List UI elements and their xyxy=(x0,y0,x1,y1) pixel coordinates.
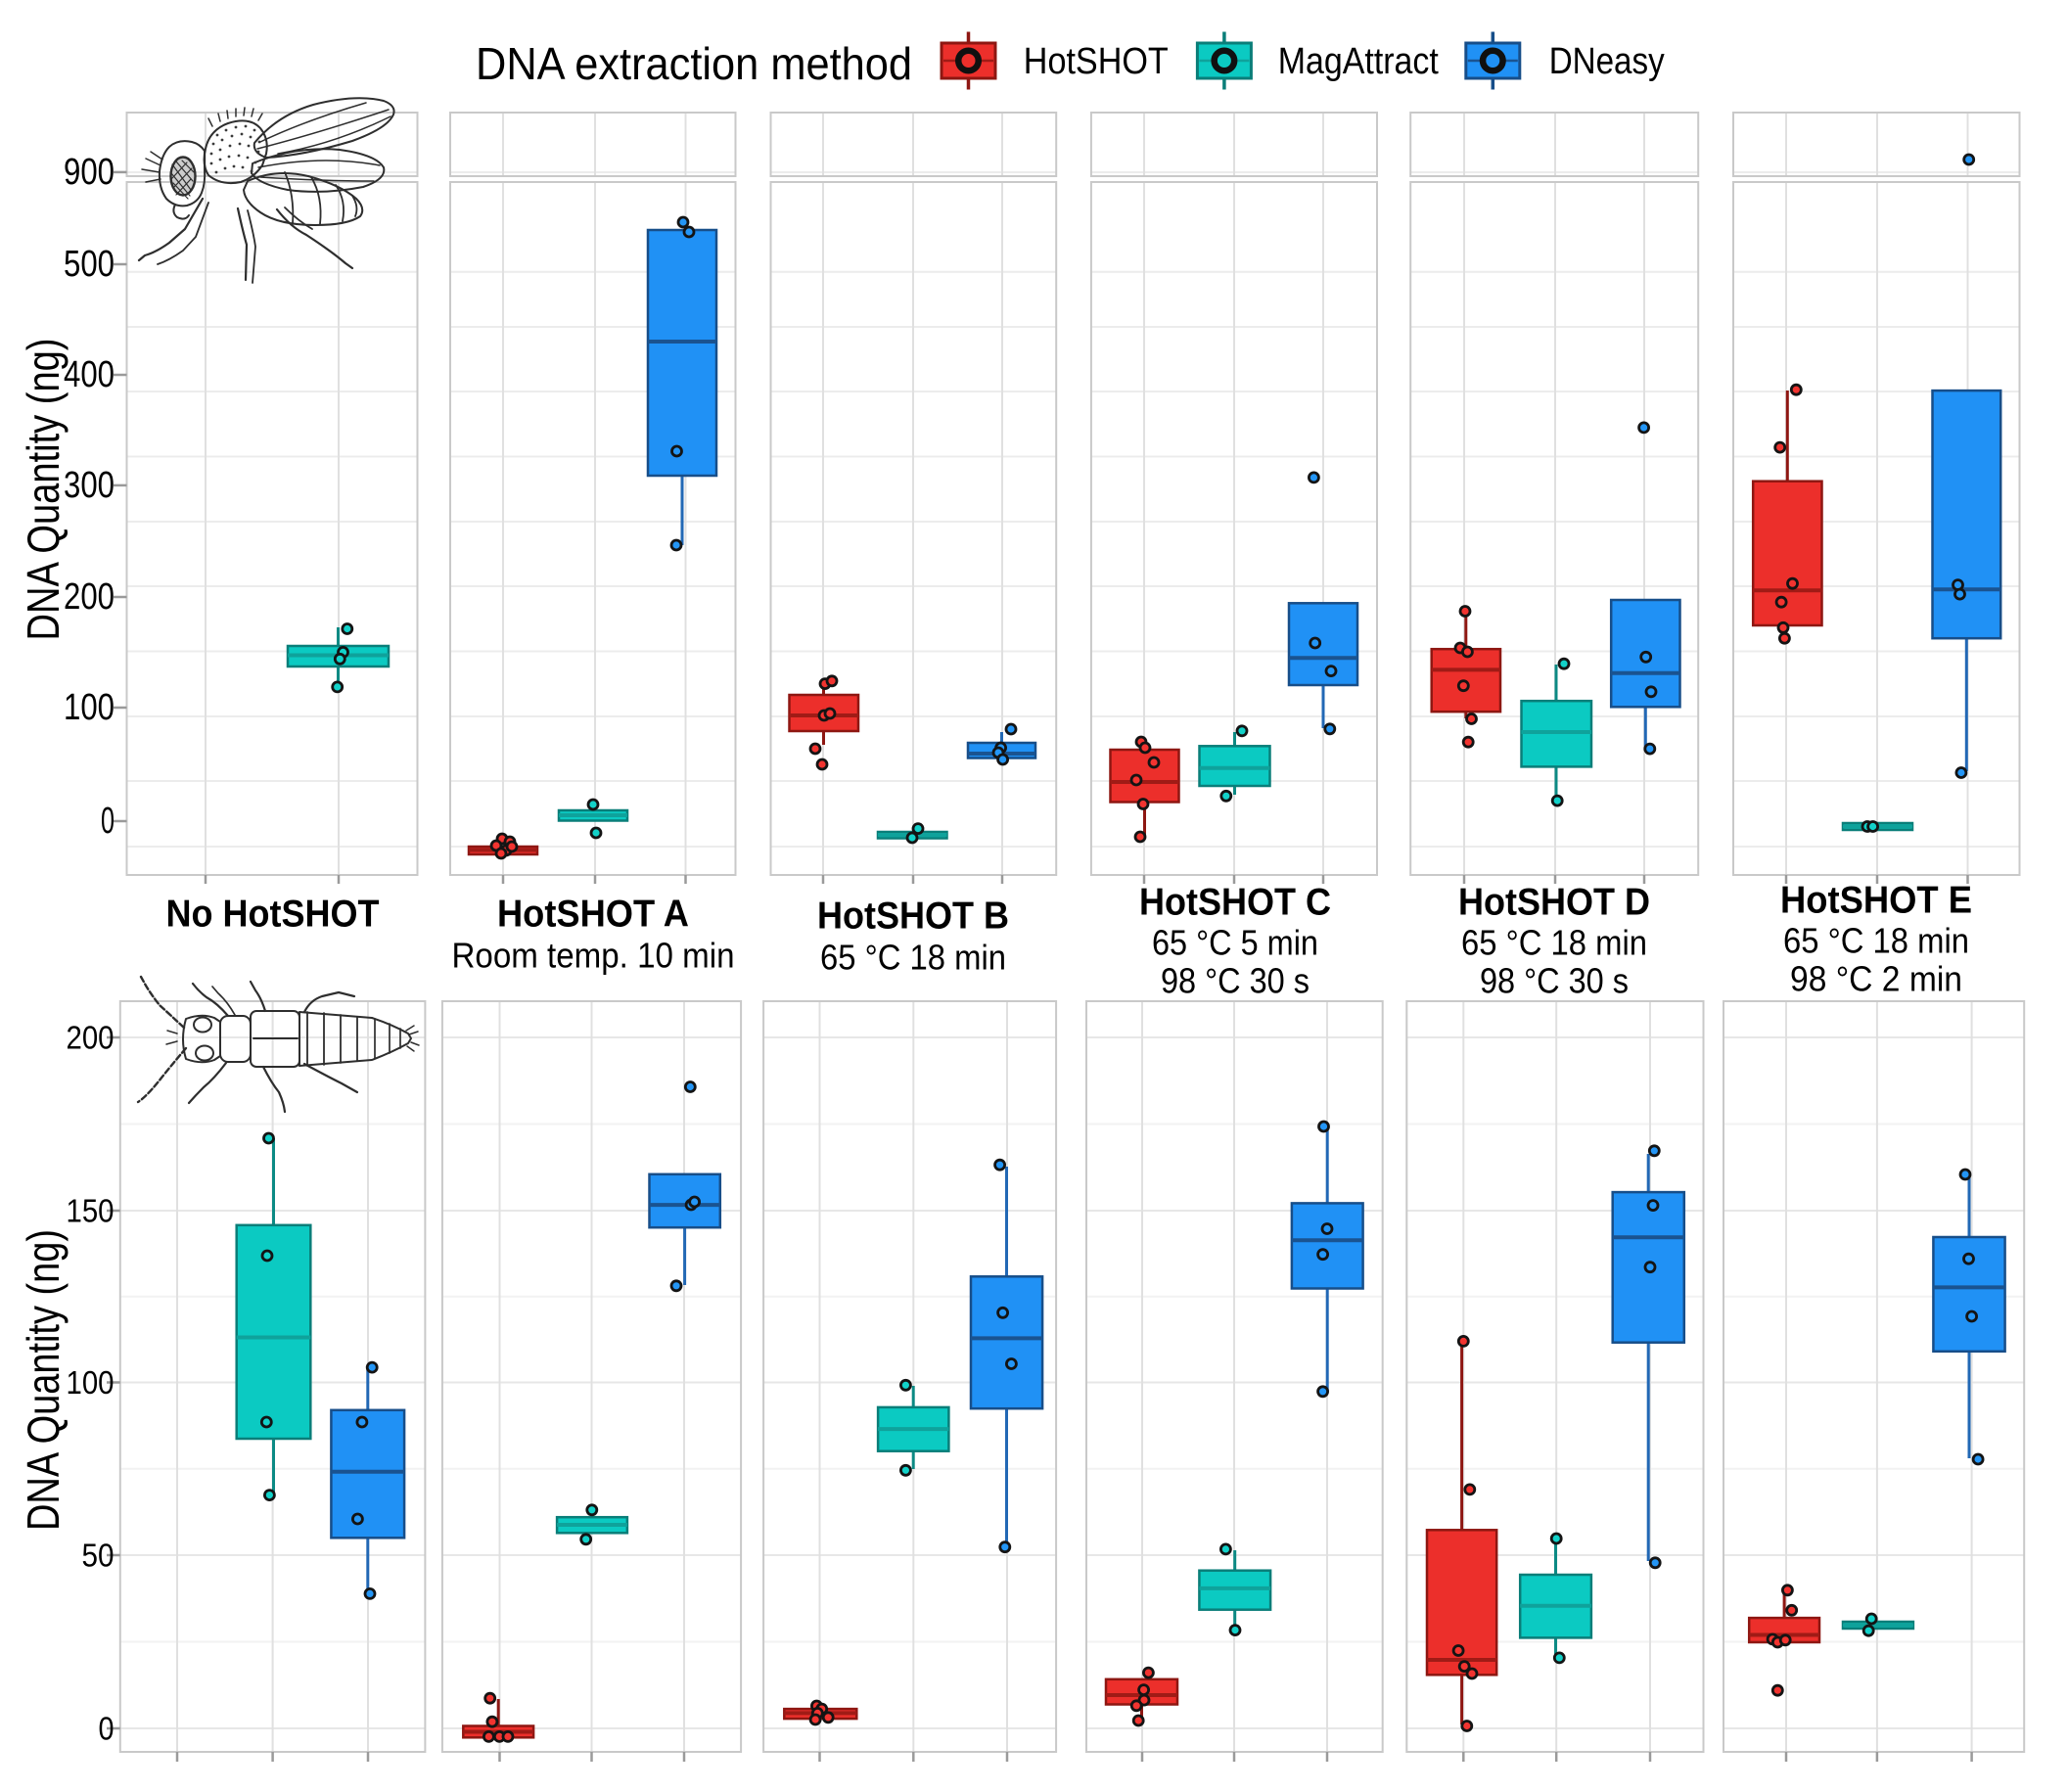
svg-text:150: 150 xyxy=(67,1193,115,1229)
svg-text:65 °C 18 min: 65 °C 18 min xyxy=(1461,923,1647,963)
svg-text:HotSHOT B: HotSHOT B xyxy=(817,896,1009,938)
svg-text:300: 300 xyxy=(64,465,115,506)
svg-text:No HotSHOT: No HotSHOT xyxy=(166,894,380,936)
svg-text:HotSHOT D: HotSHOT D xyxy=(1458,882,1650,924)
svg-text:DNA Quantity (ng): DNA Quantity (ng) xyxy=(18,1229,69,1531)
svg-text:DNeasy: DNeasy xyxy=(1549,41,1665,82)
svg-text:98 °C 30 s: 98 °C 30 s xyxy=(1161,961,1310,1001)
svg-text:900: 900 xyxy=(64,152,115,193)
svg-text:200: 200 xyxy=(64,576,115,618)
svg-text:65 °C 5 min: 65 °C 5 min xyxy=(1152,923,1318,963)
svg-text:65 °C 18 min: 65 °C 18 min xyxy=(820,938,1006,978)
svg-text:DNA Quantity (ng): DNA Quantity (ng) xyxy=(18,339,69,641)
svg-text:100: 100 xyxy=(64,687,115,728)
svg-text:65 °C 18 min: 65 °C 18 min xyxy=(1783,921,1969,961)
svg-text:HotSHOT A: HotSHOT A xyxy=(497,894,689,936)
svg-text:0: 0 xyxy=(99,1711,115,1747)
svg-text:0: 0 xyxy=(101,801,115,842)
svg-text:HotSHOT: HotSHOT xyxy=(1024,41,1169,82)
svg-text:98 °C 30 s: 98 °C 30 s xyxy=(1480,961,1629,1001)
svg-text:100: 100 xyxy=(67,1364,115,1401)
svg-text:500: 500 xyxy=(64,244,115,285)
svg-text:50: 50 xyxy=(82,1538,115,1574)
svg-text:HotSHOT C: HotSHOT C xyxy=(1139,882,1331,924)
svg-text:Room temp. 10 min: Room temp. 10 min xyxy=(452,936,735,976)
svg-text:400: 400 xyxy=(64,354,115,395)
svg-text:200: 200 xyxy=(67,1020,115,1056)
svg-text:HotSHOT E: HotSHOT E xyxy=(1780,880,1972,922)
svg-text:DNA extraction method: DNA extraction method xyxy=(476,38,912,89)
svg-text:MagAttract: MagAttract xyxy=(1278,41,1439,82)
svg-text:98 °C 2 min: 98 °C 2 min xyxy=(1790,959,1962,999)
